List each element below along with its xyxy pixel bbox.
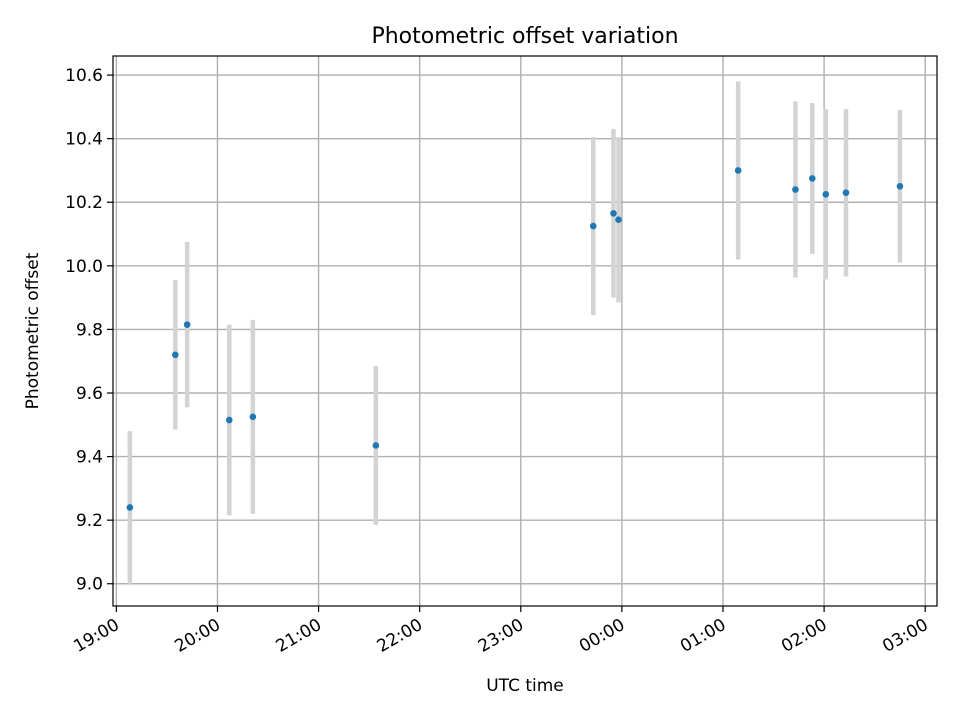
y-tick-label: 9.8 (76, 320, 103, 340)
x-tick-label: 19:00 (70, 615, 122, 657)
y-tick-label: 10.2 (65, 193, 103, 213)
x-tick-label: 22:00 (374, 615, 426, 657)
data-point (610, 210, 617, 217)
error-bars (127, 81, 903, 584)
data-point (589, 222, 597, 230)
data-point (809, 175, 816, 182)
y-tick-label: 9.6 (76, 384, 103, 404)
data-point (842, 189, 850, 197)
chart-title: Photometric offset variation (371, 24, 678, 49)
x-tick-label: 21:00 (273, 615, 325, 657)
plot-frame (112, 55, 938, 607)
y-tick-label: 9.0 (76, 575, 103, 595)
data-point (225, 416, 233, 424)
x-axis-ticks: 19:00 20:00 21:00 22:00 23:00 00:00 01:00 02:00… (70, 606, 932, 657)
y-tick-label: 10.0 (65, 257, 103, 277)
x-tick-label: 02:00 (778, 615, 830, 657)
y-tick-label: 9.2 (76, 511, 103, 531)
data-point (792, 186, 799, 193)
x-tick-label: 20:00 (172, 615, 224, 657)
x-tick-label: 01:00 (677, 615, 729, 657)
grid-lines (113, 56, 937, 606)
data-point (183, 321, 191, 328)
x-tick-label: 03:00 (879, 615, 931, 657)
x-tick-label: 23:00 (475, 615, 527, 657)
data-point (734, 167, 742, 174)
y-axis-label: Photometric offset (23, 252, 43, 409)
data-point (172, 351, 179, 359)
data-point (126, 504, 134, 511)
data-point (249, 413, 257, 421)
data-point (896, 183, 904, 190)
y-axis-ticks: 9.0 9.2 9.4 9.6 9.8 10.0 10.2 10.4 10.6 (65, 66, 113, 595)
data-points (126, 167, 904, 511)
x-tick-label: 00:00 (576, 615, 628, 657)
y-tick-label: 9.4 (76, 448, 103, 468)
y-tick-label: 10.6 (65, 66, 103, 86)
data-point (615, 216, 622, 224)
x-axis-label: UTC time (486, 676, 564, 696)
y-tick-label: 10.4 (65, 130, 103, 150)
data-point (822, 190, 830, 198)
data-point (372, 442, 380, 449)
